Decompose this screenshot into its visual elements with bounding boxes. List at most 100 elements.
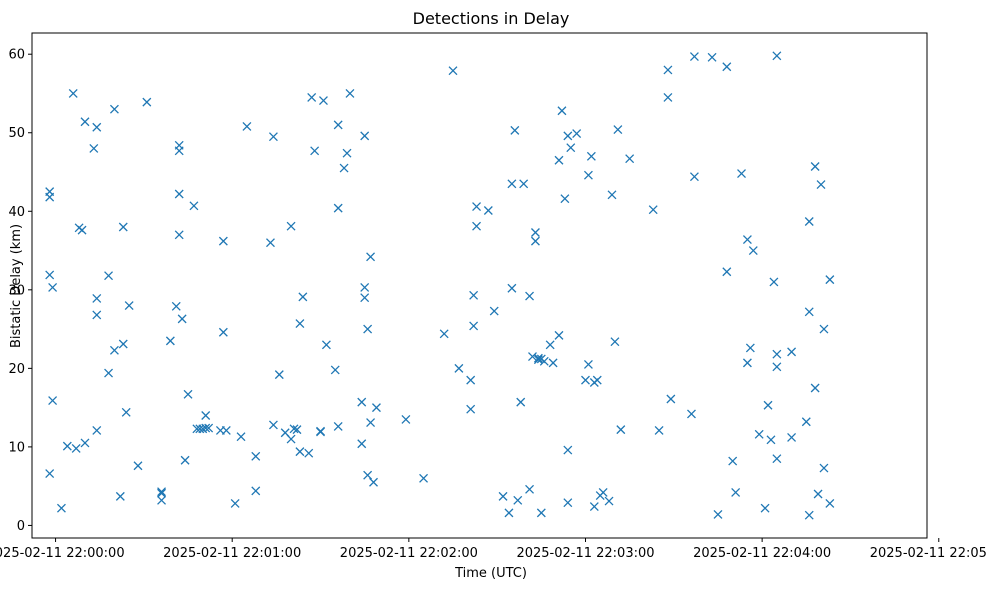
y-tick-label: 50	[8, 126, 25, 141]
data-point	[92, 310, 102, 320]
data-point	[604, 496, 614, 506]
data-point	[157, 495, 166, 505]
data-point	[519, 179, 529, 189]
data-point	[816, 180, 826, 190]
data-point	[218, 327, 228, 337]
data-point	[810, 162, 820, 171]
data-point	[748, 246, 758, 256]
data-point	[472, 202, 482, 212]
data-point	[45, 469, 55, 479]
data-point	[92, 425, 102, 435]
data-point	[663, 65, 673, 75]
data-point	[357, 397, 367, 407]
data-point	[366, 252, 376, 262]
data-point	[92, 293, 102, 303]
data-point	[754, 429, 764, 439]
data-point	[530, 236, 540, 246]
data-point	[760, 503, 770, 513]
data-point	[268, 132, 278, 142]
data-point	[666, 394, 676, 404]
x-tick-label: 2025-02-11 22:01:00	[163, 546, 301, 561]
data-point	[607, 190, 617, 200]
data-point	[448, 66, 458, 76]
data-point	[810, 383, 820, 393]
data-point	[77, 225, 87, 235]
data-point	[566, 143, 576, 153]
data-point	[304, 448, 314, 458]
data-point	[516, 397, 526, 407]
data-point	[218, 236, 228, 246]
data-point	[689, 52, 699, 62]
data-point	[507, 283, 517, 293]
data-point	[819, 324, 829, 334]
y-axis-label: Bistatic Delay (km)	[9, 224, 24, 348]
data-point	[583, 170, 593, 180]
data-point	[48, 396, 58, 406]
data-point	[563, 498, 573, 508]
data-point	[466, 404, 476, 414]
data-point	[722, 267, 732, 277]
data-point	[339, 163, 349, 173]
data-point	[360, 131, 370, 141]
x-axis-label: Time (UTC)	[454, 566, 527, 581]
data-point	[104, 271, 114, 281]
data-point	[310, 146, 320, 156]
data-point	[371, 403, 381, 413]
data-point	[545, 340, 555, 350]
data-point	[104, 368, 114, 378]
data-points	[45, 51, 835, 520]
x-axis: 2025-02-11 22:00:00 2025-02-11 22:01:00 20…	[0, 538, 987, 561]
data-point	[121, 407, 131, 417]
y-tick-label: 30	[8, 283, 25, 298]
data-point	[289, 424, 299, 434]
data-point	[787, 347, 797, 357]
data-point	[242, 122, 252, 131]
x-tick-label: 2025-02-11 22:02:00	[340, 546, 478, 561]
data-point	[745, 343, 755, 353]
data-point	[722, 62, 732, 72]
data-point	[71, 444, 81, 453]
plot-frame	[31, 32, 928, 539]
data-point	[589, 502, 599, 512]
data-point	[251, 451, 261, 461]
data-point	[124, 301, 134, 310]
data-point	[115, 491, 125, 501]
data-point	[363, 324, 373, 334]
data-point	[319, 96, 328, 106]
data-point	[598, 487, 608, 497]
data-point	[183, 389, 193, 399]
data-point	[274, 370, 284, 380]
data-point	[483, 206, 493, 215]
data-point	[489, 306, 499, 316]
data-point	[333, 203, 343, 213]
data-point	[321, 340, 331, 350]
data-point	[825, 498, 835, 508]
data-point	[419, 473, 429, 483]
data-point	[342, 148, 352, 158]
data-point	[581, 375, 590, 385]
data-point	[62, 441, 72, 451]
data-point	[165, 336, 175, 346]
data-point	[610, 337, 620, 347]
data-point	[825, 275, 835, 285]
data-point	[92, 122, 102, 132]
data-point	[787, 433, 797, 442]
data-point	[360, 283, 370, 292]
data-point	[772, 349, 782, 359]
y-tick-label: 10	[8, 440, 25, 455]
data-point	[766, 435, 776, 445]
data-point	[533, 355, 543, 365]
data-point	[539, 356, 549, 366]
data-point	[439, 329, 449, 339]
data-point	[772, 454, 782, 464]
data-point	[525, 484, 535, 494]
data-point	[648, 205, 658, 215]
data-point	[548, 358, 558, 368]
data-point	[772, 362, 782, 372]
data-point	[174, 189, 184, 199]
data-point	[472, 221, 482, 231]
data-point	[89, 143, 99, 153]
data-point	[804, 510, 814, 520]
data-point	[510, 125, 520, 135]
data-point	[731, 487, 741, 497]
